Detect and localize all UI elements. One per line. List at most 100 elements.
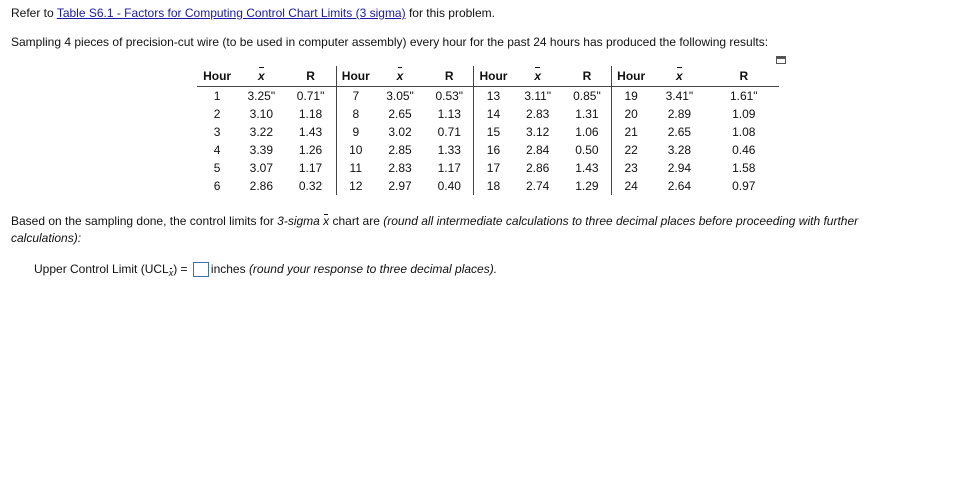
expand-table-icon[interactable] (776, 56, 786, 64)
cell-hour: 9 (335, 123, 375, 141)
chart-are-text: chart are (329, 214, 384, 228)
cell-hour: 5 (213, 161, 221, 175)
cell-hour: 2 (213, 107, 221, 121)
cell-r: 1.31 (575, 107, 599, 121)
cell-hour: 22 (611, 141, 651, 159)
cell-xbar: 3.07 (249, 161, 273, 175)
cell-xbar: 3.12 (526, 125, 550, 139)
intro-suffix: for this problem. (405, 6, 495, 20)
cell-xbar: 2.86 (526, 161, 550, 175)
cell-xbar: 3.11" (524, 89, 552, 103)
problem-statement: Sampling 4 pieces of precision-cut wire … (11, 35, 769, 49)
cell-r: 0.85" (573, 89, 601, 103)
rounding-note-cont: calculations): (11, 231, 82, 245)
table-s6-1-link[interactable]: Table S6.1 - Factors for Computing Contr… (56, 6, 406, 20)
ucl-subscript: x (168, 268, 174, 279)
sample-data-table: Hour x R Hour x R Hour x R Hour x R 1 3.… (197, 66, 779, 195)
cell-hour: 4 (213, 143, 221, 157)
cell-r: 1.33 (437, 143, 461, 157)
cell-hour: 19 (611, 86, 651, 105)
cell-xbar: 2.94 (667, 161, 692, 175)
cell-xbar: 2.65 (388, 107, 412, 121)
cell-r: 0.32 (298, 179, 323, 193)
cell-r: 1.06 (575, 125, 599, 139)
intro-line: Refer to Table S6.1 - Factors for Comput… (11, 6, 495, 20)
cell-r: 0.53" (435, 89, 464, 103)
cell-r: 1.13 (437, 107, 461, 121)
cell-hour: 14 (473, 105, 513, 123)
cell-xbar: 3.41" (665, 89, 694, 103)
cell-xbar: 3.05" (386, 89, 414, 103)
ucl-equals: ) = (173, 262, 188, 276)
cell-hour: 3 (213, 125, 221, 139)
ucl-hint: (round your response to three decimal pl… (248, 262, 498, 276)
cell-r: 0.50 (575, 143, 599, 157)
col-header-hour: Hour (473, 66, 513, 87)
cell-xbar: 3.10 (249, 107, 273, 121)
cell-hour: 8 (335, 105, 375, 123)
cell-r: 1.17 (298, 161, 323, 175)
col-header-xbar: x (237, 66, 286, 87)
col-header-hour: Hour (611, 66, 651, 87)
ucl-line: Upper Control Limit (UCLx) = inches (rou… (34, 262, 497, 278)
ucl-label: Upper Control Limit (UCL (34, 262, 169, 276)
cell-xbar: 3.28 (667, 143, 692, 157)
cell-r: 1.58 (732, 161, 756, 175)
col-header-hour: Hour (335, 66, 375, 87)
cell-xbar: 2.64 (667, 179, 692, 193)
table-row: 3 3.22 1.43 9 3.02 0.71 15 3.12 1.06 21 … (197, 123, 779, 141)
ucl-answer-input[interactable] (192, 262, 209, 278)
cell-hour: 24 (611, 177, 651, 195)
cell-xbar: 2.97 (388, 179, 412, 193)
intro-prefix: Refer to (11, 6, 57, 20)
cell-xbar: 3.22 (249, 125, 273, 139)
cell-xbar: 2.83 (388, 161, 412, 175)
cell-r: 1.17 (437, 161, 461, 175)
ucl-unit: inches (210, 262, 246, 276)
cell-r: 1.61" (729, 89, 758, 103)
cell-xbar: 2.65 (667, 125, 692, 139)
xbar-symbol: x (323, 214, 330, 228)
cell-hour: 17 (473, 159, 513, 177)
cell-hour: 10 (335, 141, 375, 159)
cell-xbar: 3.02 (388, 125, 412, 139)
table-row: 6 2.86 0.32 12 2.97 0.40 18 2.74 1.29 24… (197, 177, 779, 195)
table-header-row: Hour x R Hour x R Hour x R Hour x R (197, 66, 779, 87)
cell-r: 0.71" (296, 89, 325, 103)
cell-hour: 23 (611, 159, 651, 177)
cell-hour: 15 (473, 123, 513, 141)
cell-xbar: 3.39 (249, 143, 273, 157)
cell-xbar: 2.86 (249, 179, 273, 193)
cell-r: 1.08 (732, 125, 756, 139)
cell-r: 1.26 (298, 143, 323, 157)
cell-r: 1.43 (298, 125, 323, 139)
table-row: 1 3.25" 0.71" 7 3.05" 0.53" 13 3.11" 0.8… (197, 86, 779, 105)
cell-hour: 21 (611, 123, 651, 141)
cell-r: 0.71 (437, 125, 461, 139)
table-row: 5 3.07 1.17 11 2.83 1.17 17 2.86 1.43 23… (197, 159, 779, 177)
cell-xbar: 3.25" (247, 89, 276, 103)
based-on-line: Based on the sampling done, the control … (11, 214, 858, 228)
col-header-r: R (562, 66, 612, 87)
cell-hour: 12 (335, 177, 375, 195)
cell-xbar: 2.84 (526, 143, 550, 157)
cell-r: 1.29 (575, 179, 599, 193)
cell-xbar: 2.85 (388, 143, 412, 157)
cell-hour: 13 (473, 86, 513, 105)
cell-r: 1.43 (575, 161, 599, 175)
col-header-hour: Hour (197, 66, 238, 87)
cell-hour: 18 (473, 177, 513, 195)
based-on-text: Based on the sampling done, the control … (11, 214, 278, 228)
cell-xbar: 2.74 (526, 179, 550, 193)
table-row: 4 3.39 1.26 10 2.85 1.33 16 2.84 0.50 22… (197, 141, 779, 159)
cell-xbar: 2.83 (526, 107, 550, 121)
cell-r: 0.46 (732, 143, 756, 157)
cell-r: 0.40 (437, 179, 461, 193)
cell-r: 1.09 (732, 107, 756, 121)
table-row: 2 3.10 1.18 8 2.65 1.13 14 2.83 1.31 20 … (197, 105, 779, 123)
col-header-r: R (285, 66, 337, 87)
rounding-note: (round all intermediate calculations to … (383, 214, 859, 228)
col-header-r: R (425, 66, 474, 87)
col-header-xbar: x (650, 66, 709, 87)
cell-hour: 16 (473, 141, 513, 159)
